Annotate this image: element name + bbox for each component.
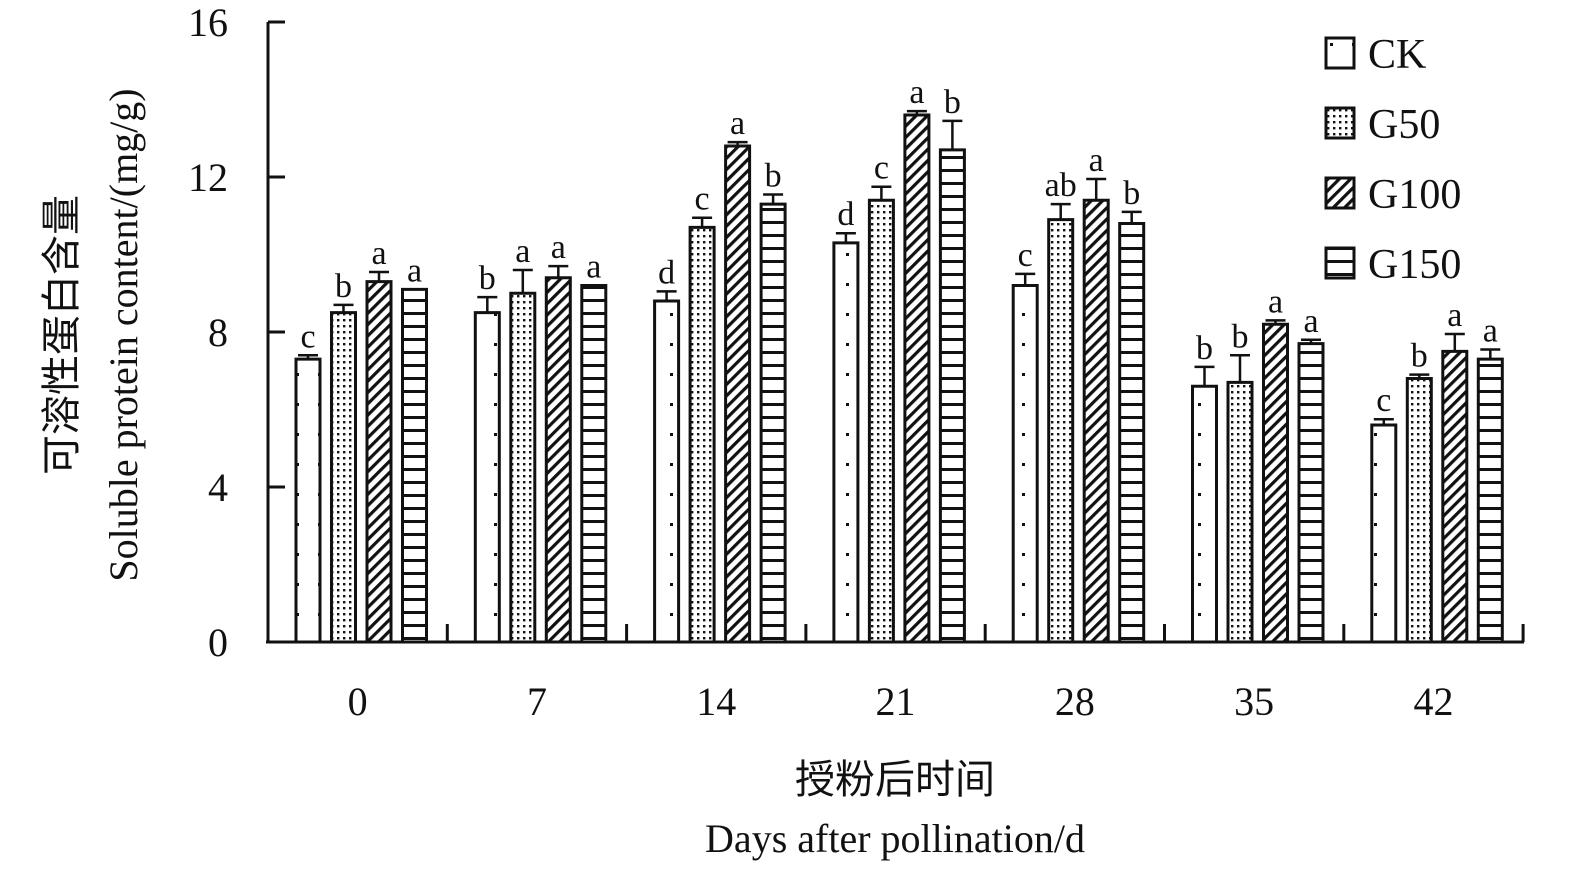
significance-label: b xyxy=(1232,318,1249,355)
bar-ck-0 xyxy=(294,357,322,644)
significance-label: b xyxy=(944,84,961,121)
significance-label: a xyxy=(586,249,601,286)
bar-g150-28 xyxy=(1118,222,1146,644)
bar-g50-14 xyxy=(688,225,716,644)
legend-label-g100: G100 xyxy=(1368,172,1461,218)
bar-ck-7 xyxy=(473,311,501,644)
y-tick-label: 8 xyxy=(208,310,228,355)
significance-label: a xyxy=(551,229,566,266)
significance-label: c xyxy=(1376,382,1391,419)
bar-ck-21 xyxy=(832,241,860,644)
bar-g50-35 xyxy=(1226,380,1254,644)
significance-label: c xyxy=(695,181,710,218)
legend: CK G50 G100 G150 xyxy=(1324,32,1461,288)
x-tick-label: 7 xyxy=(527,679,547,724)
bar-g50-42 xyxy=(1405,377,1433,644)
significance-label: b xyxy=(1123,175,1140,212)
significance-label: b xyxy=(765,157,782,194)
bar-g50-28 xyxy=(1047,218,1075,644)
y-axis: 0 4 8 12 16 xyxy=(188,0,285,665)
bar-g100-7 xyxy=(544,276,572,644)
bar-g50-0 xyxy=(330,311,357,644)
bar-g50-7 xyxy=(509,291,537,644)
bar-ck-28 xyxy=(1011,284,1039,644)
x-ticks: 0 7 14 21 28 35 42 xyxy=(266,624,1525,724)
significance-label: d xyxy=(837,196,854,233)
x-tick-label: 35 xyxy=(1234,679,1274,724)
significance-label: b xyxy=(1411,338,1428,375)
x-tick-label: 21 xyxy=(876,679,916,724)
bar-g100-21 xyxy=(903,113,931,644)
bar-g150-42 xyxy=(1476,357,1504,644)
significance-label: a xyxy=(1483,312,1498,349)
bar-ck-35 xyxy=(1191,384,1218,644)
significance-label: d xyxy=(658,254,675,291)
x-tick-label: 42 xyxy=(1413,679,1453,724)
significance-label: a xyxy=(909,74,924,111)
significance-label: a xyxy=(730,105,745,142)
x-tick-label: 14 xyxy=(696,679,736,724)
legend-swatch-g50 xyxy=(1324,106,1356,140)
bar-g150-14 xyxy=(759,202,787,644)
significance-label: a xyxy=(1268,283,1283,320)
significance-label: b xyxy=(335,268,352,305)
y-axis-label-en: Soluble protein content/(mg/g) xyxy=(101,88,146,581)
significance-label: b xyxy=(1196,330,1213,367)
significance-label: c xyxy=(1018,237,1033,274)
legend-label-ck: CK xyxy=(1368,32,1426,78)
bar-g100-42 xyxy=(1441,349,1469,644)
x-axis-label-cn: 授粉后时间 xyxy=(795,757,995,802)
significance-label: c xyxy=(874,150,889,187)
bar-g100-35 xyxy=(1262,322,1289,644)
significance-label: a xyxy=(1447,297,1462,334)
significance-label: a xyxy=(1089,142,1104,179)
bar-ck-14 xyxy=(653,299,681,644)
significance-label: ab xyxy=(1045,167,1077,204)
x-tick-label: 28 xyxy=(1055,679,1095,724)
y-ticks: 0 4 8 12 16 xyxy=(188,0,285,665)
x-tick-label: 0 xyxy=(348,679,368,724)
y-axis-label-cn: 可溶性蛋白含量 xyxy=(39,195,84,475)
bar-ck-42 xyxy=(1370,423,1398,644)
bar-g150-0 xyxy=(401,287,428,644)
x-axis-label-en: Days after pollination/d xyxy=(705,816,1085,861)
significance-label: a xyxy=(407,252,422,289)
legend-label-g50: G50 xyxy=(1368,102,1440,148)
significance-label: a xyxy=(1303,303,1318,340)
bar-g150-21 xyxy=(938,148,966,644)
bar-g150-7 xyxy=(580,284,608,644)
y-tick-label: 12 xyxy=(188,155,228,200)
bar-g100-0 xyxy=(365,280,393,644)
significance-label: a xyxy=(515,233,530,270)
y-tick-label: 0 xyxy=(208,620,228,665)
significance-label: a xyxy=(371,235,386,272)
legend-swatch-ck xyxy=(1324,36,1356,70)
bar-g100-28 xyxy=(1082,198,1110,644)
significance-label: c xyxy=(300,318,315,355)
bar-g100-14 xyxy=(724,144,752,644)
x-axis: 0 7 14 21 28 35 42 xyxy=(266,624,1525,724)
y-tick-label: 16 xyxy=(188,0,228,45)
legend-swatch-g100 xyxy=(1324,176,1356,210)
legend-swatch-g150 xyxy=(1324,246,1356,280)
legend-label-g150: G150 xyxy=(1368,242,1461,288)
significance-label: b xyxy=(479,260,496,297)
bar-g50-21 xyxy=(867,198,895,644)
y-tick-label: 4 xyxy=(208,465,228,510)
bar-g150-35 xyxy=(1297,342,1325,644)
